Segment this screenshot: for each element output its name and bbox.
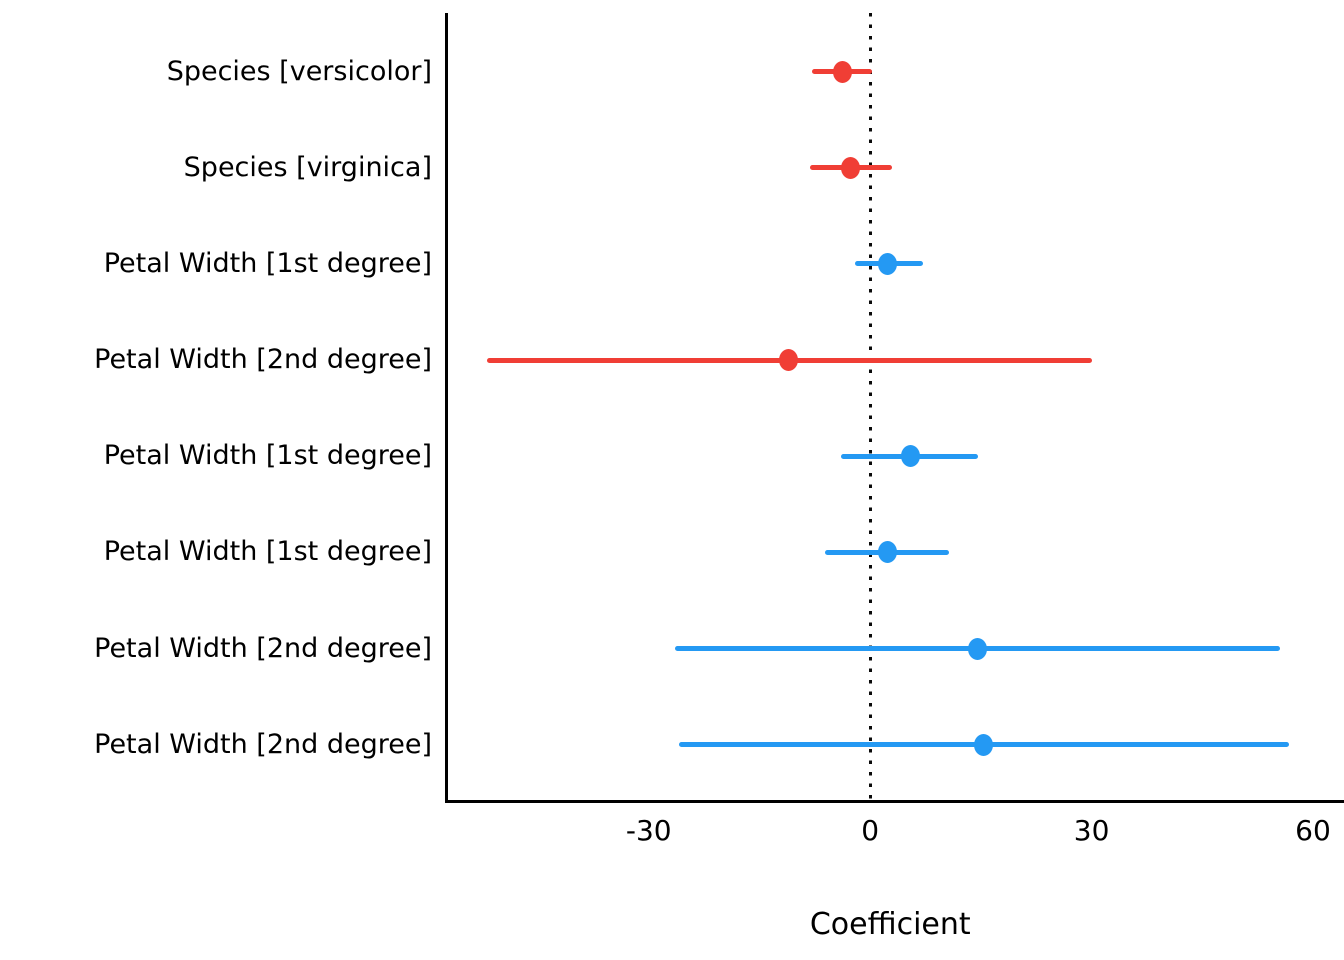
x-axis-spine: [445, 800, 1344, 803]
y-axis-label: Petal Width [2nd degree]: [94, 632, 432, 664]
y-axis-label: Petal Width [2nd degree]: [94, 728, 432, 760]
zero-reference-line: [868, 13, 872, 800]
x-tick-label: 60: [1295, 814, 1331, 847]
y-axis-label: Species [versicolor]: [166, 55, 432, 87]
estimate-point-marker: [841, 156, 861, 179]
estimate-point-marker: [974, 733, 994, 756]
estimate-point-marker: [779, 349, 799, 372]
x-tick-label: 0: [861, 814, 880, 847]
y-axis-label: Petal Width [2nd degree]: [94, 344, 432, 376]
x-tick-label: 30: [1073, 814, 1110, 847]
estimate-point-marker: [967, 637, 987, 660]
y-axis-label: Species [virginica]: [183, 151, 432, 183]
estimate-point-marker: [877, 541, 897, 564]
estimate-point-marker: [900, 445, 920, 468]
y-axis-label: Petal Width [1st degree]: [103, 247, 432, 279]
y-axis-label: Petal Width [1st degree]: [103, 440, 432, 472]
y-axis-spine: [445, 13, 448, 803]
x-tick-label: -30: [625, 814, 672, 847]
y-axis-label: Petal Width [1st degree]: [103, 536, 432, 568]
estimate-point-marker: [833, 60, 853, 83]
estimate-point-marker: [878, 252, 898, 275]
x-axis-title: Coefficient: [809, 907, 971, 942]
